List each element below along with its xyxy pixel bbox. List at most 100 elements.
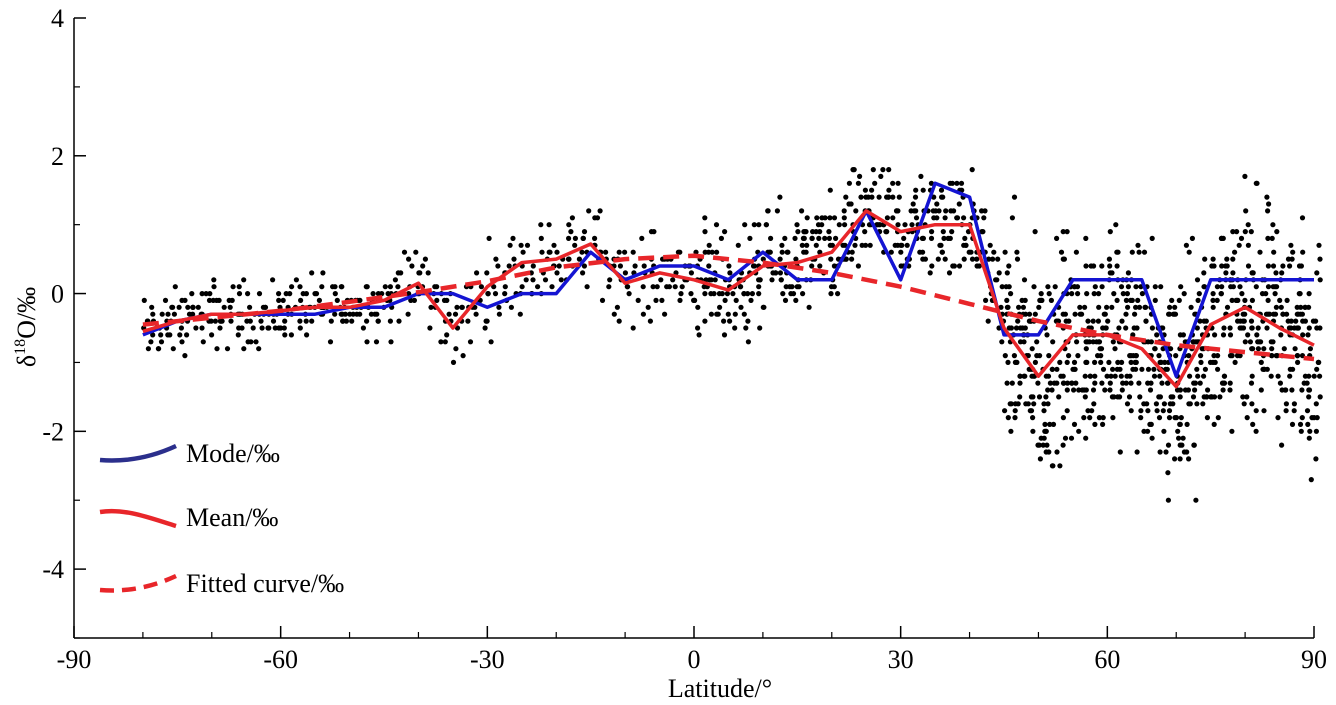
scatter-point: [1136, 380, 1142, 386]
scatter-point: [1054, 449, 1060, 455]
scatter-point: [1128, 380, 1134, 386]
scatter-point: [1139, 291, 1145, 297]
scatter-point: [1038, 291, 1044, 297]
scatter-point: [227, 304, 233, 310]
scatter-point: [750, 263, 757, 269]
legend-swatch-0: [99, 443, 177, 463]
scatter-point: [1107, 387, 1113, 393]
ticks-layer: -90 -60 -30 0 30 60 90 -4 -2 0 2 4: [42, 4, 1327, 674]
scatter-point: [239, 325, 245, 331]
scatter-point: [702, 229, 708, 235]
scatter-point: [1047, 421, 1053, 427]
scatter-point: [1134, 449, 1140, 455]
scatter-point: [1266, 201, 1272, 207]
scatter-point: [1275, 415, 1281, 421]
scatter-point: [1084, 291, 1090, 297]
scatter-point: [1149, 235, 1155, 241]
scatter-point: [149, 304, 155, 310]
scatter-point: [141, 297, 147, 303]
y-axis-label-main: δ: [12, 355, 41, 367]
scatter-point: [1090, 387, 1097, 393]
scatter-point: [1119, 359, 1125, 365]
scatter-point: [170, 346, 176, 352]
scatter-point: [572, 242, 578, 248]
scatter-point: [1316, 359, 1322, 365]
scatter-point: [829, 242, 836, 248]
scatter-point: [1037, 456, 1043, 462]
scatter-point: [898, 263, 904, 269]
scatter-point: [1127, 373, 1133, 379]
scatter-point: [1277, 380, 1283, 386]
scatter-point: [409, 263, 415, 269]
scatter-point: [170, 304, 176, 310]
scatter-point: [1143, 304, 1149, 310]
scatter-point: [941, 235, 947, 241]
scatter-point: [388, 339, 394, 345]
scatter-point: [207, 291, 213, 297]
scatter-point: [849, 256, 855, 262]
scatter-point: [884, 229, 890, 235]
scatter-point: [726, 263, 732, 269]
scatter-point: [1069, 380, 1075, 386]
scatter-point: [822, 235, 828, 241]
scatter-point: [1100, 421, 1106, 427]
scatter-point: [878, 173, 884, 179]
scatter-point: [247, 304, 253, 310]
scatter-point: [863, 242, 869, 248]
scatter-point: [1104, 373, 1110, 379]
scatter-point: [1187, 373, 1193, 379]
scatter-point: [1123, 297, 1129, 303]
scatter-point: [679, 284, 685, 290]
scatter-point: [465, 318, 471, 324]
scatter-point: [733, 297, 739, 303]
scatter-point: [507, 242, 513, 248]
scatter-point: [1083, 346, 1089, 352]
scatter-point: [159, 311, 165, 317]
scatter-point: [224, 346, 231, 352]
scatter-point: [1304, 408, 1311, 414]
scatter-point: [303, 318, 309, 324]
scatter-point: [645, 304, 651, 310]
scatter-point: [995, 256, 1001, 262]
scatter-point: [177, 332, 183, 338]
scatter-point: [833, 235, 839, 241]
scatter-point: [1071, 387, 1077, 393]
scatter-point: [1154, 332, 1160, 338]
scatter-point: [1220, 387, 1226, 393]
scatter-point: [795, 229, 801, 235]
scatter-point: [1057, 359, 1063, 365]
scatter-point: [1108, 373, 1114, 379]
scatter-point: [779, 242, 785, 248]
scatter-point: [968, 249, 974, 255]
scatter-point: [270, 277, 276, 283]
scatter-point: [706, 242, 712, 248]
scatter-point: [1277, 297, 1283, 303]
scatter-point: [1029, 346, 1035, 352]
scatter-point: [1111, 291, 1117, 297]
scatter-point: [836, 222, 842, 228]
scatter-point: [841, 215, 847, 221]
scatter-point: [777, 256, 783, 262]
scatter-point: [1249, 297, 1255, 303]
scatter-point: [1037, 353, 1043, 359]
scatter-point: [1254, 180, 1260, 186]
series-line-0: [142, 181, 1314, 378]
scatter-point: [245, 291, 251, 297]
scatter-point: [300, 291, 306, 297]
scatter-point: [1316, 242, 1322, 248]
scatter-point: [842, 242, 848, 248]
scatter-point: [796, 284, 802, 290]
scatter-point: [1297, 421, 1304, 427]
scatter-point: [817, 263, 823, 269]
scatter-point: [1034, 339, 1040, 345]
scatter-point: [1210, 256, 1216, 262]
scatter-point: [857, 173, 863, 179]
scatter-point: [1265, 208, 1271, 214]
scatter-point: [1221, 325, 1227, 331]
scatter-point: [1152, 346, 1158, 352]
scatter-point: [693, 249, 699, 255]
scatter-point: [580, 270, 586, 276]
scatter-point: [218, 318, 224, 324]
scatter-point: [452, 311, 459, 317]
scatter-point: [920, 187, 926, 193]
